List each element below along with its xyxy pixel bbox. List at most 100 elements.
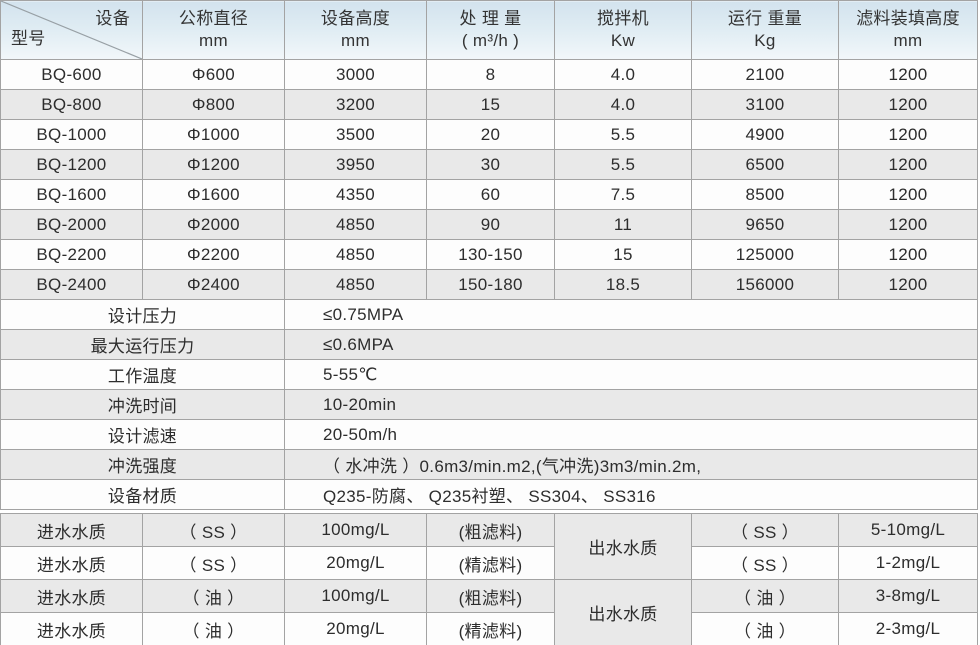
media-type-cell: (粗滤料) (426, 579, 555, 613)
spec-label-cell: 设计滤速 (0, 419, 285, 450)
media-height-cell: 1200 (838, 269, 978, 300)
spec-value-cell: （ 水冲洗 ）0.6m3/min.m2,(气冲洗)3m3/min.2m, (284, 449, 978, 480)
media-height-cell: 1200 (838, 149, 978, 180)
capacity-cell: 15 (426, 89, 555, 120)
weight-cell: 3100 (691, 89, 839, 120)
spec-row: 冲洗时间 10-20min (0, 389, 978, 420)
diameter-cell: Φ1200 (142, 149, 285, 180)
weight-cell: 125000 (691, 239, 839, 270)
media-height-cell: 1200 (838, 119, 978, 150)
inlet-param-cell: （ SS ） (142, 546, 285, 580)
weight-cell: 4900 (691, 119, 839, 150)
weight-cell: 156000 (691, 269, 839, 300)
capacity-cell: 8 (426, 59, 555, 90)
inlet-value-cell: 20mg/L (284, 546, 427, 580)
weight-cell: 6500 (691, 149, 839, 180)
height-cell: 4850 (284, 239, 427, 270)
header-corner-model-label: 型号 (11, 28, 46, 48)
spec-label-cell: 冲洗强度 (0, 449, 285, 480)
spec-row: 设计滤速 20-50m/h (0, 419, 978, 450)
media-type-cell: (精滤料) (426, 546, 555, 580)
height-cell: 4350 (284, 179, 427, 210)
inlet-param-cell: （ SS ） (142, 513, 285, 547)
outlet-param-cell: （ SS ） (691, 513, 839, 547)
header-running-weight: 运行 重量 Kg (691, 0, 839, 60)
height-cell: 3200 (284, 89, 427, 120)
media-type-cell: (精滤料) (426, 612, 555, 645)
table-row: BQ-2000 Φ2000 4850 90 11 9650 1200 (0, 209, 978, 240)
diameter-cell: Φ2200 (142, 239, 285, 270)
mixer-cell: 18.5 (554, 269, 692, 300)
height-cell: 3000 (284, 59, 427, 90)
spec-row: 工作温度 5-55℃ (0, 359, 978, 390)
spec-value-cell: 20-50m/h (284, 419, 978, 450)
spec-label-cell: 冲洗时间 (0, 389, 285, 420)
capacity-cell: 130-150 (426, 239, 555, 270)
capacity-cell: 30 (426, 149, 555, 180)
capacity-cell: 20 (426, 119, 555, 150)
header-mixer: 搅拌机 Kw (554, 0, 692, 60)
water-quality-row: 进水水质 （ SS ） 100mg/L (粗滤料) 出水水质 （ SS ） 5-… (0, 513, 978, 580)
mixer-cell: 4.0 (554, 59, 692, 90)
outlet-label-cell: 出水水质 (554, 579, 692, 645)
spec-row: 冲洗强度 （ 水冲洗 ）0.6m3/min.m2,(气冲洗)3m3/min.2m… (0, 449, 978, 480)
inlet-value-cell: 100mg/L (284, 579, 427, 613)
water-quality-row: 进水水质 （ SS ） 20mg/L (精滤料) （ SS ） 1-2mg/L (0, 546, 978, 580)
weight-cell: 2100 (691, 59, 839, 90)
weight-cell: 8500 (691, 179, 839, 210)
inlet-label-cell: 进水水质 (0, 513, 143, 547)
height-cell: 4850 (284, 269, 427, 300)
spec-value-cell: ≤0.6MPA (284, 329, 978, 360)
outlet-param-cell: （ 油 ） (691, 579, 839, 613)
diameter-cell: Φ1600 (142, 179, 285, 210)
weight-cell: 9650 (691, 209, 839, 240)
inlet-param-cell: （ 油 ） (142, 579, 285, 613)
inlet-label-cell: 进水水质 (0, 546, 143, 580)
mixer-cell: 4.0 (554, 89, 692, 120)
table-row: BQ-800 Φ800 3200 15 4.0 3100 1200 (0, 89, 978, 120)
mixer-cell: 5.5 (554, 119, 692, 150)
diameter-cell: Φ2000 (142, 209, 285, 240)
model-cell: BQ-600 (0, 59, 143, 90)
outlet-value-cell: 2-3mg/L (838, 612, 978, 645)
capacity-cell: 60 (426, 179, 555, 210)
table-row: BQ-1200 Φ1200 3950 30 5.5 6500 1200 (0, 149, 978, 180)
inlet-label-cell: 进水水质 (0, 579, 143, 613)
table-row: BQ-2200 Φ2200 4850 130-150 15 125000 120… (0, 239, 978, 270)
diameter-cell: Φ600 (142, 59, 285, 90)
capacity-cell: 150-180 (426, 269, 555, 300)
inlet-label-cell: 进水水质 (0, 612, 143, 645)
table-row: BQ-2400 Φ2400 4850 150-180 18.5 156000 1… (0, 269, 978, 300)
spec-row: 设计压力 ≤0.75MPA (0, 299, 978, 330)
spec-value-cell: 10-20min (284, 389, 978, 420)
spec-row: 最大运行压力 ≤0.6MPA (0, 329, 978, 360)
outlet-value-cell: 1-2mg/L (838, 546, 978, 580)
model-cell: BQ-2000 (0, 209, 143, 240)
spec-value-cell: Q235-防腐、 Q235衬塑、 SS304、 SS316 (284, 479, 978, 510)
inlet-value-cell: 100mg/L (284, 513, 427, 547)
mixer-cell: 11 (554, 209, 692, 240)
mixer-cell: 15 (554, 239, 692, 270)
spec-row: 设备材质 Q235-防腐、 Q235衬塑、 SS304、 SS316 (0, 479, 978, 510)
header-corner-equipment-label: 设备 (95, 9, 130, 28)
media-height-cell: 1200 (838, 209, 978, 240)
table-row: BQ-1600 Φ1600 4350 60 7.5 8500 1200 (0, 179, 978, 210)
spec-value-cell: ≤0.75MPA (284, 299, 978, 330)
inlet-param-cell: （ 油 ） (142, 612, 285, 645)
outlet-param-cell: （ 油 ） (691, 612, 839, 645)
water-quality-table: 进水水质 （ SS ） 100mg/L (粗滤料) 出水水质 （ SS ） 5-… (0, 513, 978, 645)
diameter-cell: Φ800 (142, 89, 285, 120)
water-quality-row: 进水水质 （ 油 ） 100mg/L (粗滤料) 出水水质 （ 油 ） 3-8m… (0, 579, 978, 645)
model-cell: BQ-1600 (0, 179, 143, 210)
spec-label-cell: 工作温度 (0, 359, 285, 390)
media-height-cell: 1200 (838, 239, 978, 270)
header-corner-cell: 设备 型号 (0, 0, 143, 60)
model-cell: BQ-1000 (0, 119, 143, 150)
outlet-param-cell: （ SS ） (691, 546, 839, 580)
model-cell: BQ-2400 (0, 269, 143, 300)
spec-value-cell: 5-55℃ (284, 359, 978, 390)
height-cell: 4850 (284, 209, 427, 240)
media-height-cell: 1200 (838, 89, 978, 120)
diagonal-divider-line (1, 1, 142, 59)
model-cell: BQ-800 (0, 89, 143, 120)
